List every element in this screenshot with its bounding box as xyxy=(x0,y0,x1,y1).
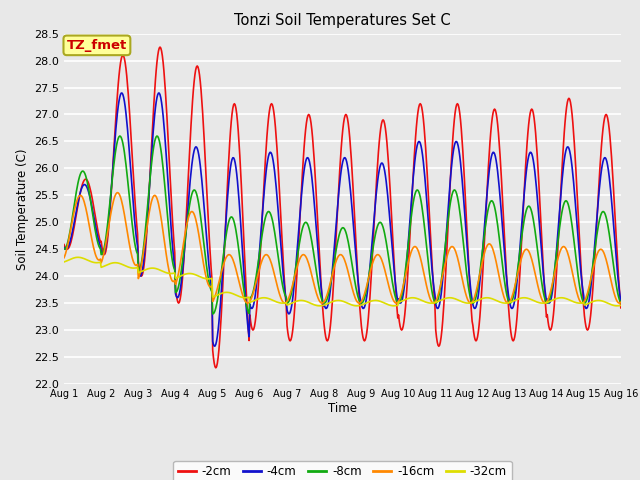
Y-axis label: Soil Temperature (C): Soil Temperature (C) xyxy=(16,148,29,270)
X-axis label: Time: Time xyxy=(328,402,357,415)
Legend: -2cm, -4cm, -8cm, -16cm, -32cm: -2cm, -4cm, -8cm, -16cm, -32cm xyxy=(173,461,511,480)
Title: Tonzi Soil Temperatures Set C: Tonzi Soil Temperatures Set C xyxy=(234,13,451,28)
Text: TZ_fmet: TZ_fmet xyxy=(67,39,127,52)
